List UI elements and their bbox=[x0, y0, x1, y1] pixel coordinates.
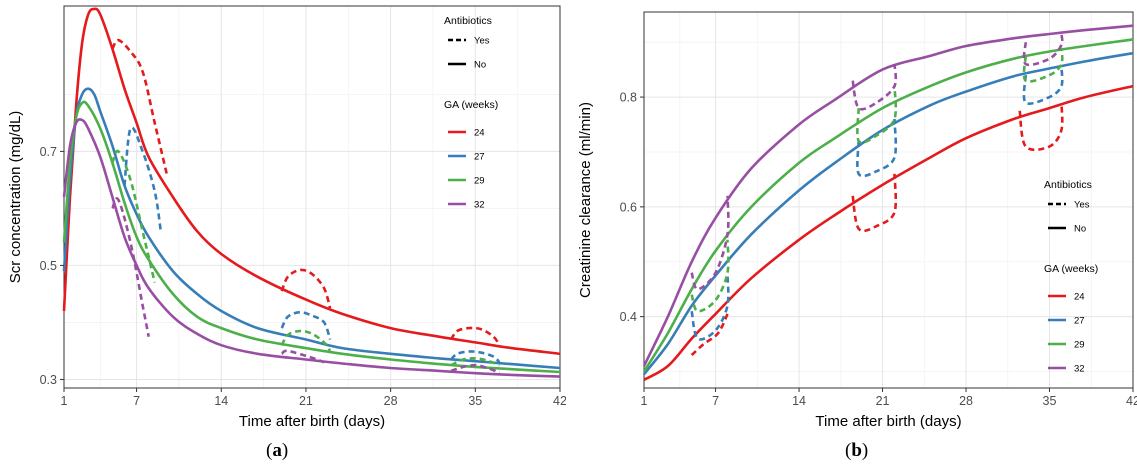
series-32-solid-line bbox=[62, 118, 561, 378]
x-tick-label: 28 bbox=[384, 394, 398, 408]
legend-label-ga-24: 24 bbox=[1074, 292, 1085, 303]
series-24-dashed-line bbox=[851, 173, 898, 233]
legend-ga-title: GA (weeks) bbox=[1044, 263, 1098, 275]
x-axis-title: Time after birth (days) bbox=[815, 413, 961, 430]
y-tick-label: 0.7 bbox=[40, 145, 57, 159]
x-tick-label: 42 bbox=[1126, 394, 1137, 408]
series-32-dashed-line bbox=[111, 197, 150, 337]
series-24-dashed-line bbox=[449, 326, 501, 346]
legend-label-no: No bbox=[1074, 224, 1086, 235]
legend: Antibiotics Yes No GA (weeks) 24 27 29 32 bbox=[444, 15, 498, 211]
series-29-dashed-line bbox=[450, 357, 500, 367]
caption-a: (a) bbox=[266, 440, 289, 461]
x-tick-label: 1 bbox=[61, 394, 68, 408]
legend-label-ga-27: 27 bbox=[474, 152, 485, 163]
legend-antibiotics-title: Antibiotics bbox=[1044, 179, 1092, 191]
series-32-dashed-line bbox=[280, 349, 325, 364]
legend: Antibiotics Yes No GA (weeks) 24 27 29 32 bbox=[1044, 179, 1098, 375]
series-27-dashed-line bbox=[690, 275, 730, 341]
x-tick-label: 1 bbox=[641, 394, 648, 408]
series-27-solid-line bbox=[642, 51, 1134, 376]
x-axis-title: Time after birth (days) bbox=[239, 413, 385, 430]
x-tick-label: 21 bbox=[299, 394, 313, 408]
series-27-dashed-line bbox=[280, 310, 332, 340]
series-24-solid-line bbox=[62, 7, 561, 356]
x-tick-label: 42 bbox=[553, 394, 566, 408]
chart-b-svg: 1 7 14 21 28 35 42 0.4 0.6 0.8 Time after birth (d… bbox=[577, 11, 1137, 430]
series-27-dashed-line bbox=[1022, 66, 1064, 105]
series-32-solid-line bbox=[642, 24, 1134, 367]
series-32-dashed-line bbox=[450, 363, 500, 374]
legend-label-ga-24: 24 bbox=[474, 128, 485, 139]
x-tick-label: 7 bbox=[133, 394, 140, 408]
series-24-dashed-line bbox=[1018, 102, 1064, 152]
legend-label-yes: Yes bbox=[1074, 200, 1090, 211]
plot-border bbox=[643, 11, 1134, 389]
x-tick-label: 35 bbox=[1043, 394, 1057, 408]
legend-label-no: No bbox=[474, 60, 486, 71]
series-32-dashed-line bbox=[851, 64, 898, 111]
y-tick-label: 0.8 bbox=[620, 91, 637, 105]
series-24-dashed-line bbox=[280, 268, 332, 309]
x-tick-label: 7 bbox=[712, 394, 719, 408]
legend-antibiotics-title: Antibiotics bbox=[444, 15, 492, 27]
series-29-dashed-line bbox=[690, 239, 730, 313]
y-axis-title: Creatinine clearance (ml/min) bbox=[577, 102, 594, 298]
caption-b: (b) bbox=[845, 440, 869, 461]
x-tick-label: 28 bbox=[959, 394, 973, 408]
series-24-solid-line bbox=[643, 84, 1134, 381]
series-29-dashed-line bbox=[1022, 47, 1064, 83]
x-tick-label: 14 bbox=[792, 394, 806, 408]
legend-label-ga-32: 32 bbox=[474, 200, 485, 211]
legend-label-ga-29: 29 bbox=[1074, 340, 1085, 351]
y-axis-title: Scr concentration (mg/dL) bbox=[7, 111, 24, 284]
y-tick-label: 0.6 bbox=[620, 200, 637, 214]
series-29-dashed-line bbox=[111, 149, 156, 283]
legend-label-yes: Yes bbox=[474, 36, 490, 47]
series-29-solid-line bbox=[62, 100, 561, 374]
series-29-dashed-line bbox=[280, 329, 332, 352]
legend-ga-title: GA (weeks) bbox=[444, 99, 498, 111]
series-27-solid-line bbox=[62, 87, 561, 370]
x-tick-label: 21 bbox=[876, 394, 890, 408]
series-27-dashed-line bbox=[123, 126, 163, 232]
chart-panel-b: 1 7 14 21 28 35 42 0.4 0.6 0.8 Time after birth (d… bbox=[568, 0, 1137, 472]
legend-label-ga-32: 32 bbox=[1074, 364, 1085, 375]
legend-label-ga-27: 27 bbox=[1074, 316, 1085, 327]
x-tick-label: 14 bbox=[214, 394, 228, 408]
legend-label-ga-29: 29 bbox=[474, 176, 485, 187]
y-tick-label: 0.3 bbox=[40, 373, 57, 387]
chart-panel-a: 1 7 14 21 28 35 42 0.3 0.5 0.7 Time after birth (d… bbox=[0, 0, 566, 472]
y-tick-label: 0.4 bbox=[620, 310, 637, 324]
series-27-dashed-line bbox=[856, 118, 898, 178]
x-tick-label: 35 bbox=[468, 394, 482, 408]
series-32-dashed-line bbox=[690, 195, 730, 291]
series-29-dashed-line bbox=[856, 86, 898, 144]
y-tick-label: 0.5 bbox=[40, 259, 57, 273]
chart-a-svg: 1 7 14 21 28 35 42 0.3 0.5 0.7 Time after birth (d… bbox=[7, 5, 566, 430]
series-24-dashed-line bbox=[690, 313, 729, 357]
series-24-dashed-line bbox=[111, 38, 169, 175]
